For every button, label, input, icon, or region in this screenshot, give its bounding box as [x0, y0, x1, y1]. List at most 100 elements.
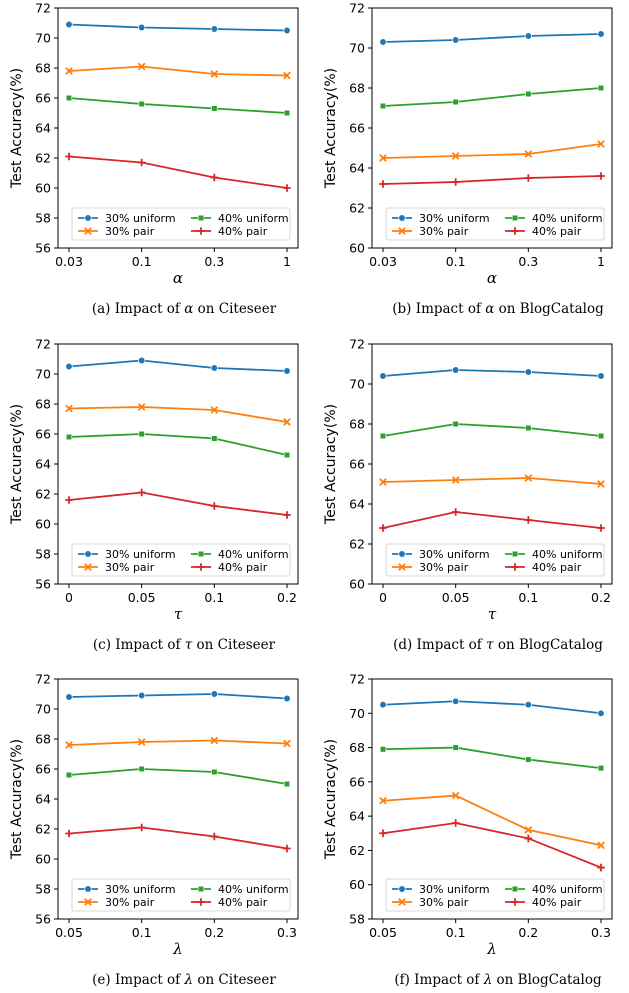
caption-suffix: on Citeseer: [193, 972, 276, 988]
data-point: [525, 756, 532, 763]
data-point: [283, 367, 291, 375]
data-point: [597, 765, 605, 772]
y-tick-label: 58: [349, 912, 365, 927]
data-point: [137, 823, 146, 832]
data-point: [137, 488, 146, 497]
y-tick-label: 60: [349, 577, 365, 592]
y-tick-label: 70: [349, 706, 365, 721]
data-point: [451, 819, 460, 827]
data-point: [379, 38, 387, 46]
data-point: [452, 36, 460, 44]
caption-symbol: α: [485, 301, 494, 317]
series-line: [382, 175, 602, 185]
series-line: [68, 491, 288, 516]
legend-label: 30% uniform: [419, 548, 490, 561]
caption-symbol: λ: [483, 972, 493, 988]
data-point: [597, 172, 605, 180]
x-tick-label: 0.3: [277, 925, 297, 940]
y-tick-label: 58: [35, 547, 51, 562]
y-tick-label: 62: [349, 843, 365, 858]
legend-marker: [84, 550, 92, 558]
legend-label: 30% uniform: [419, 212, 490, 225]
y-tick-label: 70: [349, 41, 365, 56]
data-point: [525, 424, 532, 432]
legend-entry: 30% uniform: [392, 212, 490, 225]
y-tick-label: 64: [349, 497, 365, 512]
data-point: [65, 404, 73, 413]
caption-symbol: λ: [183, 972, 193, 988]
data-point: [452, 366, 460, 374]
series-line: [68, 155, 288, 189]
data-point: [451, 476, 460, 484]
caption-prefix: (c) Impact of: [93, 637, 185, 653]
series-line: [382, 794, 602, 847]
legend-entry: 40% uniform: [505, 212, 603, 225]
legend-entry: 30% pair: [392, 225, 469, 238]
x-axis-label: α: [173, 269, 183, 287]
data-point: [283, 109, 291, 117]
legend-label: 30% pair: [105, 561, 155, 574]
legend-entry: 30% uniform: [78, 883, 176, 896]
panel-caption: (c) Impact of τ on Citeseer: [93, 637, 276, 653]
legend-entry: 30% pair: [78, 896, 155, 909]
data-point: [65, 67, 73, 75]
data-point: [210, 502, 219, 510]
data-point: [379, 154, 387, 162]
legend-entry: 30% uniform: [392, 548, 490, 561]
y-tick-label: 56: [35, 577, 51, 592]
legend-entry: 40% uniform: [191, 212, 289, 225]
data-point: [65, 771, 73, 779]
data-point: [452, 98, 459, 106]
legend-marker: [197, 885, 205, 893]
caption-symbol: α: [184, 301, 193, 317]
y-tick-label: 62: [35, 487, 51, 502]
data-point: [524, 474, 533, 482]
legend-marker: [511, 227, 519, 235]
series-30-uniform: [65, 690, 291, 703]
data-point: [379, 102, 387, 110]
x-tick-label: 0.1: [132, 254, 152, 269]
y-tick-label: 64: [349, 809, 365, 824]
data-point: [283, 71, 291, 80]
panel-caption: (d) Impact of τ on BlogCatalog: [393, 637, 603, 653]
data-point: [524, 826, 533, 834]
data-point: [138, 430, 145, 438]
x-tick-label: 0.2: [277, 590, 297, 605]
data-point: [211, 105, 218, 112]
legend: 30% uniform 40% uniform 30% pair 40% pair: [71, 207, 291, 241]
data-point: [452, 744, 459, 751]
legend-entry: 40% pair: [191, 225, 268, 238]
data-point: [65, 741, 73, 749]
data-point: [597, 140, 605, 148]
legend-entry: 40% pair: [505, 896, 582, 909]
data-point: [210, 70, 219, 78]
caption-suffix: on Citeseer: [192, 637, 275, 653]
y-tick-label: 72: [349, 1, 365, 16]
y-tick-label: 60: [35, 852, 51, 867]
caption-prefix: (e) Impact of: [92, 972, 184, 988]
data-point: [379, 180, 387, 188]
y-tick-label: 66: [35, 427, 51, 442]
data-point: [65, 829, 73, 838]
data-point: [379, 478, 387, 486]
data-point: [379, 746, 387, 753]
data-point: [451, 178, 460, 186]
chart-panel-f: 58 60 62 64 66 68 70 72 0.05 0.1 0.2 0.3 Test Accura…: [323, 672, 613, 988]
y-axis-label: Test Accuracy(%): [323, 739, 339, 860]
legend-label: 40% uniform: [532, 548, 603, 561]
caption-suffix: on BlogCatalog: [494, 301, 604, 317]
data-point: [210, 736, 219, 745]
x-axis-label: α: [487, 269, 497, 287]
series-40-pair: [379, 819, 605, 872]
series-30-pair: [379, 474, 605, 488]
legend-marker: [84, 885, 92, 893]
legend-entry: 30% pair: [392, 561, 469, 574]
legend-box: [385, 207, 605, 241]
legend-marker: [197, 227, 205, 235]
data-point: [65, 20, 73, 29]
series-line: [68, 65, 288, 77]
legend-box: [385, 878, 605, 912]
series-30-uniform: [65, 356, 291, 375]
data-point: [283, 451, 291, 459]
data-point: [379, 372, 387, 380]
